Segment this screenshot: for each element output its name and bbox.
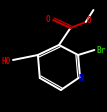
Text: Br: Br xyxy=(96,45,106,55)
Text: O: O xyxy=(87,15,91,25)
Text: O: O xyxy=(46,14,50,24)
Text: N: N xyxy=(78,73,83,83)
Text: HO: HO xyxy=(2,56,11,66)
